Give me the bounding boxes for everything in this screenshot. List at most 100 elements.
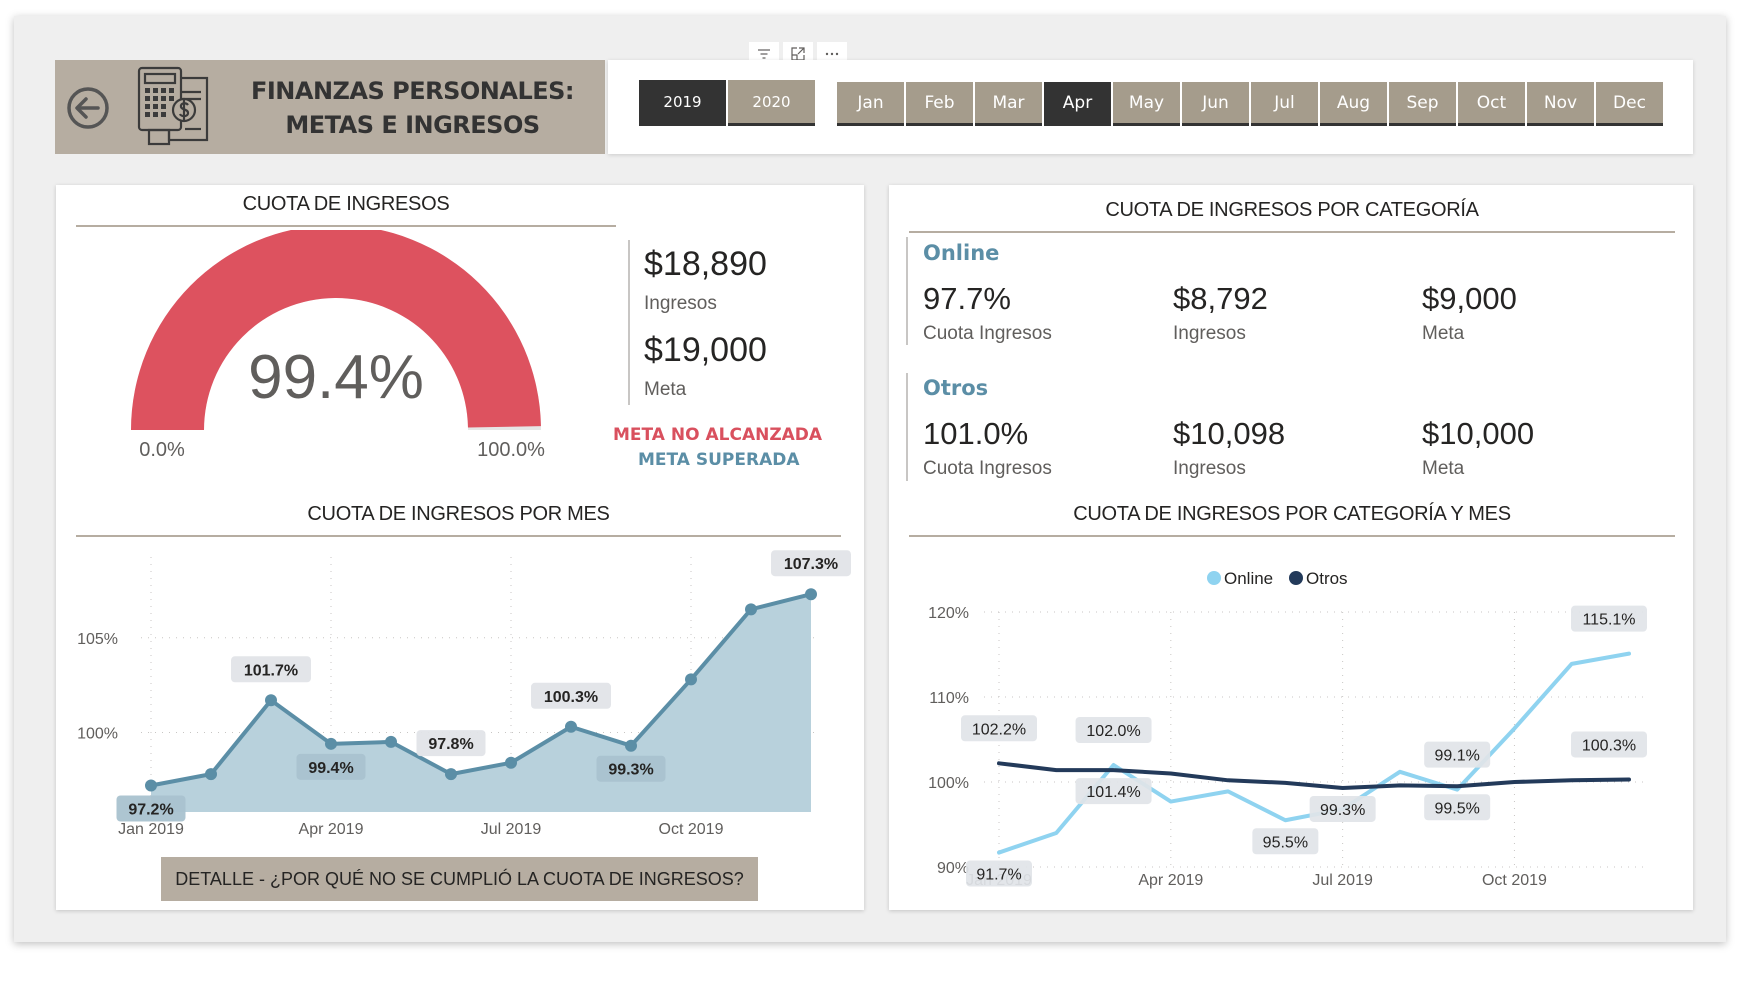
year-slicer: 2019 2020: [639, 80, 815, 126]
month-option-apr[interactable]: Apr: [1044, 82, 1111, 126]
data-label-bg: [961, 715, 1037, 742]
data-point: [325, 737, 337, 750]
month-option-aug[interactable]: Aug: [1320, 82, 1387, 126]
detail-button[interactable]: DETALLE - ¿POR QUÉ NO SE CUMPLIÓ LA CUOT…: [161, 857, 758, 901]
area-fill: [151, 594, 811, 812]
data-label-bg: [416, 730, 486, 757]
data-label-bg: [771, 550, 851, 577]
x-tick-label: Apr 2019: [1138, 872, 1203, 889]
data-point: [385, 735, 397, 748]
year-option-2019[interactable]: 2019: [639, 80, 726, 126]
data-label: 115.1%: [1582, 612, 1635, 629]
data-label: 99.5%: [1434, 800, 1479, 817]
gauge-value-label: 99.4%: [248, 343, 424, 412]
category-month-chart-rule: [909, 535, 1675, 537]
category-ingresos-value: $10,098: [1173, 416, 1286, 451]
monthly-chart-rule: [76, 535, 841, 537]
gauge-chart[interactable]: 99.4% 0.0% 100.0%: [116, 230, 556, 480]
kpi-divider: [628, 240, 630, 405]
gauge-min-label: 0.0%: [139, 439, 185, 461]
category-meta-value: $9,000: [1422, 281, 1517, 316]
y-tick-label: 100%: [928, 775, 969, 792]
data-label-bg: [966, 860, 1032, 887]
data-label: 95.5%: [1263, 834, 1308, 851]
category-cuota-value: 97.7%: [923, 281, 1011, 316]
category-name: Otros: [923, 376, 989, 400]
category-meta-value: $10,000: [1422, 416, 1535, 451]
category-cuota-value: 101.0%: [923, 416, 1029, 451]
kpi-ingresos-value: $18,890: [644, 245, 767, 283]
data-label-bg: [1075, 717, 1152, 743]
monthly-area-chart[interactable]: 100% 105% Jan 2019 Apr 2019 Jul 2019 Oct 2019…: [56, 537, 864, 847]
month-option-oct[interactable]: Oct: [1458, 82, 1525, 126]
category-cuota-label: Cuota Ingresos: [923, 458, 1052, 479]
data-label: 101.4%: [1086, 784, 1140, 801]
data-point: [685, 673, 697, 686]
month-option-nov[interactable]: Nov: [1527, 82, 1594, 126]
category-title: CUOTA DE INGRESOS POR CATEGORÍA: [1105, 199, 1479, 221]
month-option-jun[interactable]: Jun: [1182, 82, 1249, 126]
data-label-bg: [596, 755, 666, 782]
month-option-may[interactable]: May: [1113, 82, 1180, 126]
data-point: [565, 720, 577, 733]
category-title-rule: [909, 231, 1675, 233]
arrow-left-circle-icon: [67, 87, 109, 129]
data-point: [805, 588, 817, 601]
month-option-jan[interactable]: Jan: [837, 82, 904, 126]
month-option-sep[interactable]: Sep: [1389, 82, 1456, 126]
y-tick-label: 105%: [77, 631, 118, 648]
category-name: Online: [923, 241, 1000, 265]
page-title: FINANZAS PERSONALES: METAS E INGRESOS: [230, 74, 595, 142]
data-point: [505, 756, 517, 769]
series-line-otros: [997, 761, 1631, 790]
kpi-ingresos-label: Ingresos: [644, 293, 717, 314]
y-tick-label: 110%: [929, 690, 969, 707]
category-ingresos-label: Ingresos: [1173, 323, 1246, 344]
category-row-divider: [906, 373, 908, 481]
x-tick-label: Jul 2019: [481, 821, 542, 838]
month-option-dec[interactable]: Dec: [1596, 82, 1663, 126]
data-label: 99.4%: [308, 760, 353, 777]
month-option-feb[interactable]: Feb: [906, 82, 973, 126]
y-tick-label: 100%: [77, 725, 118, 742]
back-button[interactable]: [65, 85, 111, 131]
category-row-divider: [906, 237, 908, 345]
data-label: 91.7%: [976, 867, 1021, 884]
data-label-bg: [1309, 795, 1376, 822]
month-option-jul[interactable]: Jul: [1251, 82, 1318, 126]
right-panel: CUOTA DE INGRESOS POR CATEGORÍA Online 9…: [889, 185, 1693, 910]
category-ingresos-value: $8,792: [1173, 281, 1268, 316]
data-label-bg: [1571, 605, 1647, 632]
monthly-chart-title: CUOTA DE INGRESOS POR MES: [307, 503, 610, 525]
category-month-chart-title: CUOTA DE INGRESOS POR CATEGORÍA Y MES: [1073, 503, 1511, 525]
category-meta-label: Meta: [1422, 458, 1465, 479]
filter-icon: [758, 49, 770, 59]
x-tick-label: Oct 2019: [659, 821, 724, 838]
slicer-bar: 2019 2020 Jan Feb Mar Apr May Jun Jul Au…: [608, 60, 1693, 154]
gauge-title-rule: [76, 225, 616, 227]
month-slicer: Jan Feb Mar Apr May Jun Jul Aug Sep Oct …: [837, 82, 1663, 126]
y-tick-label: 90%: [937, 860, 969, 877]
series-line-online: [997, 651, 1631, 855]
gauge-fill: [131, 230, 541, 430]
title-bar: FINANZAS PERSONALES: METAS E INGRESOS: [55, 60, 605, 154]
calculator-invoice-icon: [135, 66, 211, 146]
year-option-2020[interactable]: 2020: [728, 80, 815, 126]
area-line: [150, 592, 812, 788]
month-option-mar[interactable]: Mar: [975, 82, 1042, 126]
kpi-meta-label: Meta: [644, 379, 687, 400]
data-label: 102.2%: [972, 721, 1026, 738]
data-label-bg: [1075, 778, 1152, 805]
left-panel: CUOTA DE INGRESOS 99.4% 0.0% 100.0% $18,…: [56, 185, 864, 910]
data-label-bg: [1424, 794, 1491, 821]
data-label-bg: [296, 753, 366, 780]
data-label-bg: [116, 795, 186, 822]
status-not-met: META NO ALCANZADA: [613, 425, 823, 445]
gauge-max-label: 100.0%: [477, 439, 545, 461]
legend-marker-otros: [1289, 571, 1303, 585]
data-label-bg: [531, 682, 611, 709]
data-label: 100.3%: [544, 689, 598, 706]
category-ingresos-label: Ingresos: [1173, 458, 1246, 479]
y-tick-label: 120%: [928, 605, 969, 622]
